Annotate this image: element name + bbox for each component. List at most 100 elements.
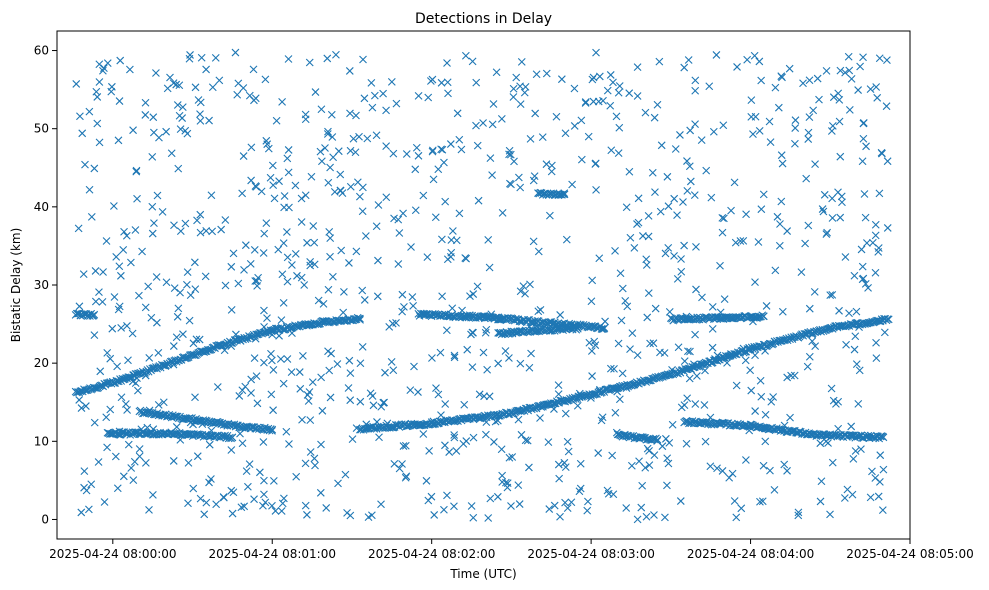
data-point <box>851 332 860 341</box>
data-point <box>169 360 178 369</box>
x-tick-label: 2025-04-24 08:03:00 <box>527 547 654 561</box>
data-point <box>246 259 255 268</box>
data-point <box>191 285 200 294</box>
data-point <box>561 498 569 507</box>
data-point <box>665 307 674 316</box>
data-point <box>517 57 526 66</box>
data-point <box>644 289 653 298</box>
data-point <box>282 228 291 236</box>
data-point <box>648 168 657 177</box>
data-point <box>272 116 281 125</box>
data-point <box>493 416 502 425</box>
data-point <box>455 209 464 218</box>
data-point <box>461 51 470 60</box>
data-point <box>836 152 845 161</box>
data-point <box>625 89 634 98</box>
data-point <box>221 281 230 290</box>
data-point <box>751 278 759 286</box>
data-point <box>117 323 126 332</box>
data-point <box>794 508 803 517</box>
data-point <box>876 317 885 326</box>
data-point <box>682 439 691 448</box>
data-point <box>718 467 727 475</box>
data-point <box>469 290 478 298</box>
data-point <box>351 148 360 157</box>
data-point <box>663 454 672 463</box>
data-point <box>778 307 787 316</box>
data-point <box>635 457 643 466</box>
x-tick-label: 2025-04-24 08:02:00 <box>368 547 495 561</box>
data-point <box>390 460 399 468</box>
data-point <box>747 112 756 121</box>
data-point <box>611 247 619 255</box>
data-point <box>545 211 554 220</box>
data-point <box>638 232 647 240</box>
data-point <box>334 479 342 488</box>
data-point <box>523 436 532 445</box>
data-point <box>260 476 268 485</box>
data-point <box>278 98 286 106</box>
data-point <box>103 443 111 452</box>
data-point <box>182 354 191 362</box>
data-point <box>819 207 828 216</box>
data-point <box>205 440 214 449</box>
data-point <box>861 213 870 222</box>
data-point <box>94 458 103 466</box>
data-point <box>878 506 887 514</box>
data-point <box>754 238 763 246</box>
data-point <box>755 126 764 135</box>
data-point <box>607 146 616 155</box>
data-point <box>81 160 89 169</box>
data-point <box>170 221 178 230</box>
data-point <box>775 241 784 250</box>
data-point <box>299 351 307 360</box>
data-point <box>684 56 693 64</box>
data-point <box>777 426 786 434</box>
data-point <box>358 342 367 351</box>
data-point <box>103 59 112 67</box>
data-point <box>148 229 157 238</box>
data-point <box>836 66 845 75</box>
data-point <box>252 372 261 381</box>
data-point <box>583 506 592 515</box>
data-point <box>762 302 771 310</box>
data-point <box>873 93 882 102</box>
data-point <box>293 271 301 280</box>
data-point <box>633 92 642 100</box>
data-point <box>381 368 389 377</box>
x-tick-label: 2025-04-24 08:01:00 <box>209 547 336 561</box>
data-point <box>769 393 778 401</box>
data-point <box>221 216 230 224</box>
data-point <box>207 426 216 435</box>
data-point <box>685 374 694 383</box>
data-point <box>196 210 205 219</box>
data-point <box>883 315 892 324</box>
data-point <box>686 177 695 186</box>
data-point <box>732 513 741 522</box>
data-point <box>568 180 577 189</box>
data-point <box>877 148 886 157</box>
data-point <box>382 142 391 150</box>
data-point <box>645 446 653 455</box>
data-point <box>131 428 139 437</box>
data-point <box>472 121 480 130</box>
data-point <box>414 151 423 160</box>
data-point <box>871 231 880 240</box>
data-point <box>658 442 667 451</box>
data-point <box>145 505 153 514</box>
data-point <box>191 83 200 92</box>
data-point <box>816 439 825 448</box>
data-point <box>401 473 410 482</box>
data-point <box>584 132 593 141</box>
data-point <box>859 274 868 283</box>
data-point <box>309 222 318 230</box>
data-point <box>581 99 590 107</box>
data-point <box>408 293 417 301</box>
data-point <box>856 62 865 71</box>
data-point <box>612 112 621 121</box>
data-point <box>441 197 450 206</box>
data-point <box>356 397 365 406</box>
data-point <box>844 52 853 61</box>
data-point <box>618 369 627 378</box>
data-point <box>196 116 205 125</box>
